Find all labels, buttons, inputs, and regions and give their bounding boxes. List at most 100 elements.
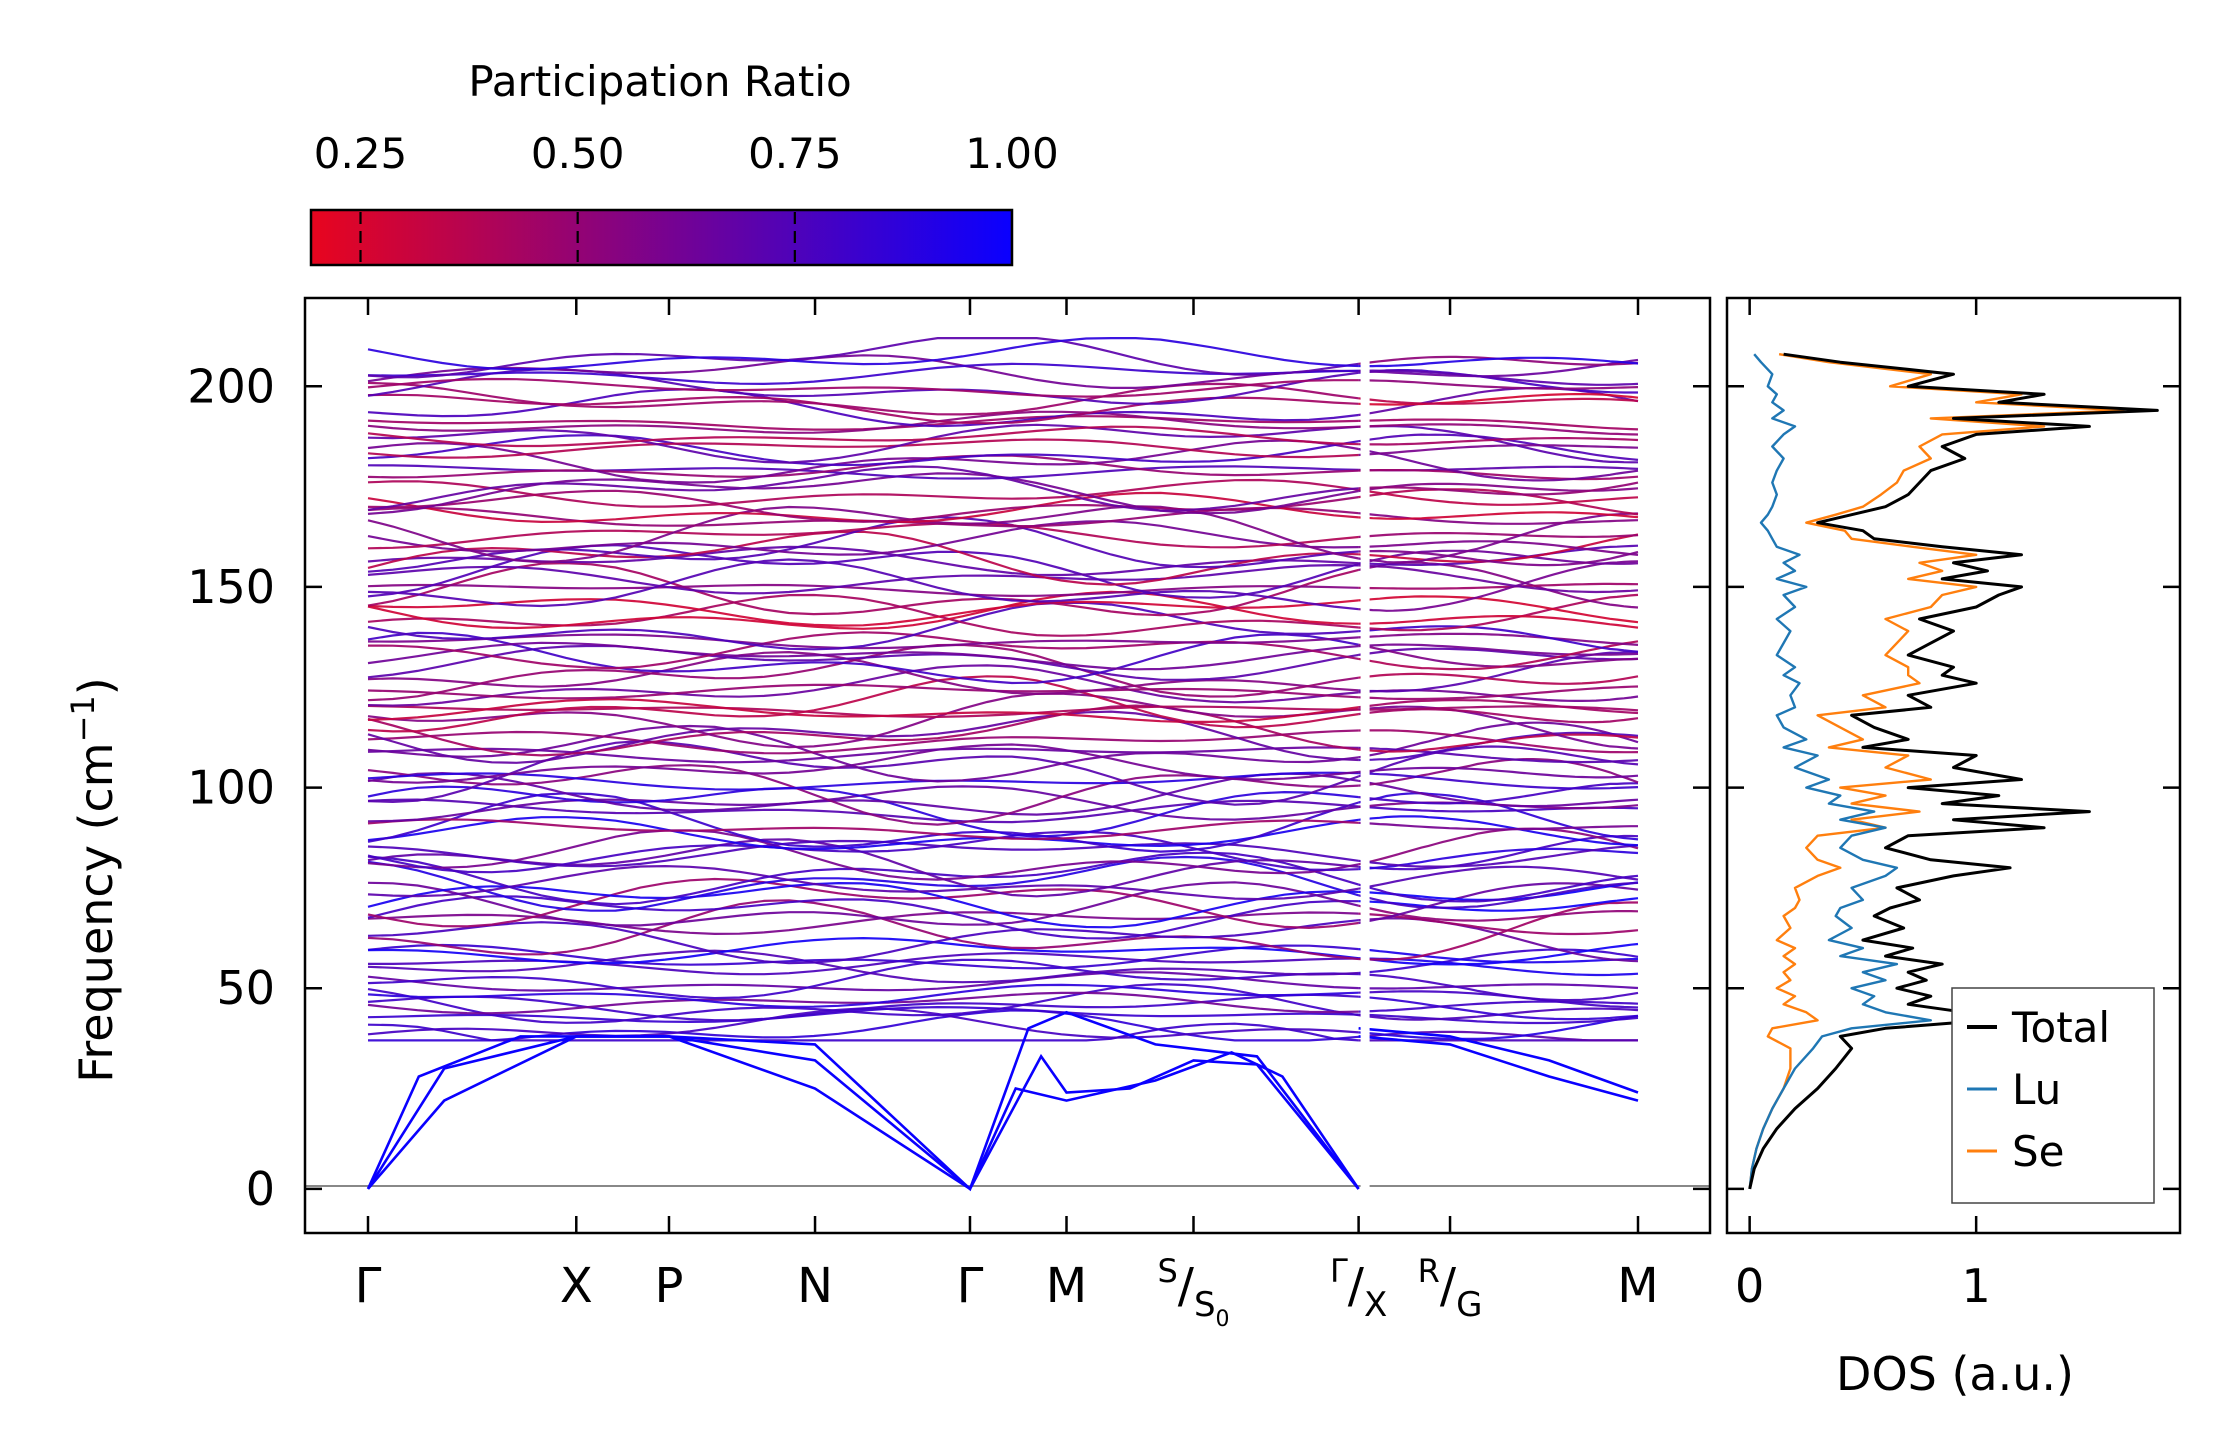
optical-band-line bbox=[367, 377, 1359, 398]
optical-band-line bbox=[367, 641, 1359, 671]
colorbar-tick-label: 0.50 bbox=[531, 129, 625, 178]
acoustic-band-line bbox=[1358, 1027, 1639, 1094]
optical-band-line bbox=[367, 558, 1359, 611]
optical-band-line bbox=[367, 598, 1359, 627]
optical-band-line bbox=[367, 982, 1359, 1024]
colorbar-ticks: 0.25 0.50 0.75 1.00 bbox=[314, 129, 1059, 263]
optical-band-line bbox=[367, 877, 1359, 930]
optical-band-line bbox=[367, 393, 1359, 425]
legend-label: Total bbox=[2011, 1003, 2110, 1052]
optical-band-line bbox=[1358, 447, 1639, 482]
optical-band-line bbox=[1358, 772, 1639, 790]
acoustic-band-line bbox=[1358, 1035, 1639, 1102]
optical-band-line bbox=[1358, 983, 1639, 990]
optical-band-line bbox=[367, 633, 1359, 650]
dos-line-se bbox=[1748, 353, 2125, 1190]
optical-band-line bbox=[367, 851, 1359, 906]
optical-band-line bbox=[367, 593, 1359, 637]
y-tick-label: 100 bbox=[187, 761, 275, 815]
optical-band-line bbox=[1358, 917, 1639, 963]
optical-band-line bbox=[1358, 882, 1639, 925]
optical-band-line bbox=[367, 1022, 1359, 1042]
band-structure-panel: 0 50 100 150 200 Γ X P N Γ M S/S0 Γ/X R/G M Frequency… bbox=[64, 296, 1712, 1332]
optical-band-line bbox=[1358, 821, 1638, 831]
band-axes-frame bbox=[303, 296, 1712, 1235]
optical-band-line bbox=[367, 943, 1359, 970]
dos-line-lu bbox=[1748, 353, 1933, 1190]
optical-band-line bbox=[367, 438, 1359, 459]
optical-band-line bbox=[367, 583, 1359, 598]
optical-band-line bbox=[367, 816, 1359, 851]
optical-band-line bbox=[367, 388, 1359, 428]
optical-band-line bbox=[1358, 815, 1639, 847]
optical-band-line bbox=[367, 971, 1359, 992]
segment-break bbox=[1360, 298, 1370, 1233]
optical-band-line bbox=[367, 818, 1359, 841]
optical-band-line bbox=[367, 949, 1359, 984]
optical-band-line bbox=[367, 425, 1359, 448]
optical-band-line bbox=[367, 958, 1359, 1000]
optical-band-line bbox=[1358, 942, 1639, 966]
k-point-label: R/G bbox=[1418, 1252, 1483, 1325]
dos-legend: Total Lu Se bbox=[1951, 987, 2155, 1204]
optical-band-line bbox=[1358, 356, 1639, 368]
optical-band-line bbox=[1358, 733, 1639, 753]
optical-band-line bbox=[1358, 424, 1638, 464]
acoustic-bands bbox=[366, 1010, 1639, 1192]
legend-label: Lu bbox=[2012, 1065, 2061, 1114]
optical-band-line bbox=[367, 434, 1359, 467]
dos-x-tick-label: 0 bbox=[1735, 1259, 1764, 1313]
colorbar-tick-label: 0.25 bbox=[314, 129, 408, 178]
y-tick-label: 0 bbox=[246, 1162, 275, 1216]
y-axis-label-close: ) bbox=[69, 677, 123, 695]
optical-band-line bbox=[1358, 512, 1639, 564]
k-point-label: M bbox=[1617, 1258, 1658, 1314]
optical-band-line bbox=[1358, 393, 1639, 406]
optical-band-line bbox=[367, 991, 1359, 1015]
optical-band-line bbox=[367, 746, 1359, 764]
optical-band-line bbox=[367, 830, 1359, 874]
optical-band-line bbox=[1358, 549, 1639, 566]
optical-band-line bbox=[367, 983, 1359, 1008]
optical-band-line bbox=[1358, 1013, 1639, 1025]
optical-band-line bbox=[1358, 1014, 1639, 1041]
colorbar: Participation Ratio 0.25 0.50 0.75 1.00 bbox=[309, 57, 1059, 267]
optical-band-line bbox=[1358, 379, 1639, 390]
optical-band-line bbox=[1358, 912, 1639, 936]
optical-band-line bbox=[1358, 531, 1639, 539]
colorbar-gradient bbox=[309, 208, 1014, 267]
optical-band-line bbox=[1358, 1000, 1639, 1013]
optical-band-line bbox=[367, 489, 1359, 523]
optical-band-line bbox=[367, 785, 1359, 838]
optical-band-line bbox=[1358, 672, 1639, 685]
optical-band-line bbox=[1358, 782, 1638, 805]
optical-band-line bbox=[1358, 757, 1639, 787]
optical-band-line bbox=[367, 855, 1359, 912]
optical-band-line bbox=[367, 792, 1359, 853]
optical-band-line bbox=[367, 544, 1359, 599]
acoustic-band-line bbox=[366, 1010, 1360, 1192]
optical-band-line bbox=[367, 729, 1359, 755]
optical-band-line bbox=[1358, 708, 1639, 724]
optical-band-line bbox=[1358, 469, 1639, 481]
optical-band-line bbox=[367, 919, 1359, 965]
optical-band-line bbox=[367, 993, 1359, 1022]
acoustic-band-line bbox=[366, 1035, 1360, 1191]
optical-band-line bbox=[1358, 533, 1639, 563]
k-point-labels: Γ X P N Γ M S/S0 Γ/X R/G M bbox=[355, 298, 1659, 1332]
optical-band-line bbox=[1358, 444, 1639, 457]
optical-band-line bbox=[367, 704, 1359, 719]
colorbar-title: Participation Ratio bbox=[468, 57, 851, 106]
optical-band-line bbox=[367, 472, 1359, 515]
optical-band-line bbox=[1358, 844, 1639, 868]
y-axis-label-main: Frequency (cm bbox=[69, 742, 123, 1082]
y-axis-label: Frequency (cm−1) bbox=[64, 677, 123, 1082]
optical-band-line bbox=[1358, 358, 1639, 378]
optical-band-line bbox=[367, 590, 1359, 630]
optical-band-line bbox=[367, 829, 1359, 881]
optical-bands bbox=[367, 337, 1639, 1042]
optical-band-line bbox=[367, 381, 1359, 416]
acoustic-band-line bbox=[367, 1035, 1360, 1191]
legend-label: Se bbox=[2012, 1127, 2065, 1176]
